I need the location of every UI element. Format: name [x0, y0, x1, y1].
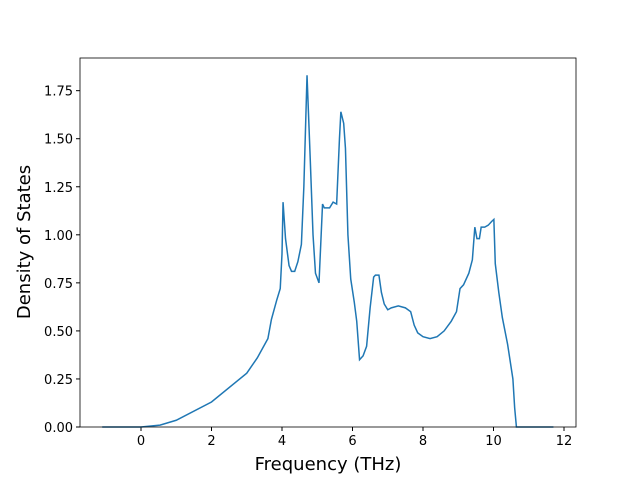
x-tick-label: 8: [419, 434, 427, 449]
x-tick-label: 12: [556, 434, 573, 449]
x-axis-label: Frequency (THz): [255, 454, 402, 475]
x-tick-label: 2: [207, 434, 215, 449]
line: [102, 75, 554, 428]
y-tick-label: 1.25: [44, 181, 73, 196]
y-tick-label: 1.75: [44, 85, 73, 100]
plot-frame: [79, 57, 577, 428]
y-tick-label: 0.00: [44, 421, 73, 436]
y-tick-label: 0.25: [44, 373, 73, 388]
x-tick-label: 4: [278, 434, 286, 449]
x-tick-label: 6: [348, 434, 356, 449]
y-axis-label: Density of States: [14, 165, 35, 319]
y-tick-label: 0.75: [44, 277, 73, 292]
x-tick-label: 0: [137, 434, 145, 449]
x-tick-label: 10: [485, 434, 502, 449]
y-tick-label: 1.00: [44, 229, 73, 244]
y-tick-label: 0.50: [44, 325, 73, 340]
y-tick-label: 1.50: [44, 133, 73, 148]
